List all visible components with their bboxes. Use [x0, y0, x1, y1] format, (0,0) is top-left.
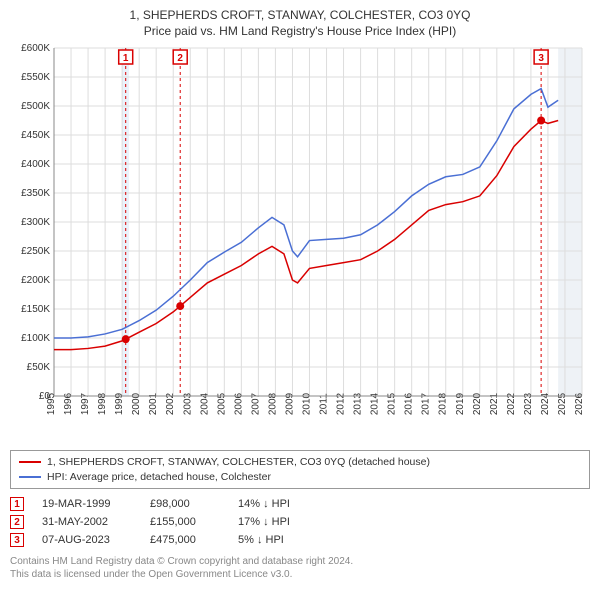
title-line-1: 1, SHEPHERDS CROFT, STANWAY, COLCHESTER,… — [10, 8, 590, 22]
svg-text:£150K: £150K — [21, 304, 50, 315]
svg-text:£500K: £500K — [21, 101, 50, 112]
line-chart-svg: £0£50K£100K£150K£200K£250K£300K£350K£400… — [10, 44, 590, 444]
legend-swatch-hpi — [19, 476, 41, 478]
event-delta-3: 5% ↓ HPI — [238, 534, 318, 546]
event-delta-1: 14% ↓ HPI — [238, 498, 318, 510]
attribution-block: Contains HM Land Registry data © Crown c… — [10, 555, 590, 581]
chart-area: £0£50K£100K£150K£200K£250K£300K£350K£400… — [10, 44, 590, 444]
legend-label-price-paid: 1, SHEPHERDS CROFT, STANWAY, COLCHESTER,… — [47, 455, 430, 470]
event-marker-2: 2 — [10, 515, 24, 529]
svg-text:1: 1 — [123, 53, 129, 64]
event-row-2: 2 31-MAY-2002 £155,000 17% ↓ HPI — [10, 515, 590, 529]
svg-text:£550K: £550K — [21, 72, 50, 83]
svg-text:£400K: £400K — [21, 159, 50, 170]
event-price-3: £475,000 — [150, 534, 220, 546]
event-date-3: 07-AUG-2023 — [42, 534, 132, 546]
svg-text:2: 2 — [177, 53, 183, 64]
svg-text:£100K: £100K — [21, 333, 50, 344]
event-row-3: 3 07-AUG-2023 £475,000 5% ↓ HPI — [10, 533, 590, 547]
event-date-1: 19-MAR-1999 — [42, 498, 132, 510]
attribution-line-1: Contains HM Land Registry data © Crown c… — [10, 555, 590, 568]
svg-text:3: 3 — [538, 53, 544, 64]
event-marker-1: 1 — [10, 497, 24, 511]
legend-box: 1, SHEPHERDS CROFT, STANWAY, COLCHESTER,… — [10, 450, 590, 489]
event-marker-3: 3 — [10, 533, 24, 547]
legend-item-hpi: HPI: Average price, detached house, Colc… — [19, 470, 581, 485]
legend-swatch-price-paid — [19, 461, 41, 463]
title-line-2: Price paid vs. HM Land Registry's House … — [10, 24, 590, 38]
event-delta-2: 17% ↓ HPI — [238, 516, 318, 528]
page-root: 1, SHEPHERDS CROFT, STANWAY, COLCHESTER,… — [0, 0, 600, 590]
svg-text:£300K: £300K — [21, 217, 50, 228]
legend-item-price-paid: 1, SHEPHERDS CROFT, STANWAY, COLCHESTER,… — [19, 455, 581, 470]
event-price-2: £155,000 — [150, 516, 220, 528]
attribution-line-2: This data is licensed under the Open Gov… — [10, 568, 590, 581]
svg-text:£250K: £250K — [21, 246, 50, 257]
event-row-1: 1 19-MAR-1999 £98,000 14% ↓ HPI — [10, 497, 590, 511]
svg-text:£600K: £600K — [21, 44, 50, 54]
svg-text:£50K: £50K — [27, 362, 51, 373]
events-table: 1 19-MAR-1999 £98,000 14% ↓ HPI 2 31-MAY… — [10, 497, 590, 547]
svg-text:£350K: £350K — [21, 188, 50, 199]
svg-text:£200K: £200K — [21, 275, 50, 286]
event-date-2: 31-MAY-2002 — [42, 516, 132, 528]
svg-text:£450K: £450K — [21, 130, 50, 141]
event-price-1: £98,000 — [150, 498, 220, 510]
legend-label-hpi: HPI: Average price, detached house, Colc… — [47, 470, 271, 485]
